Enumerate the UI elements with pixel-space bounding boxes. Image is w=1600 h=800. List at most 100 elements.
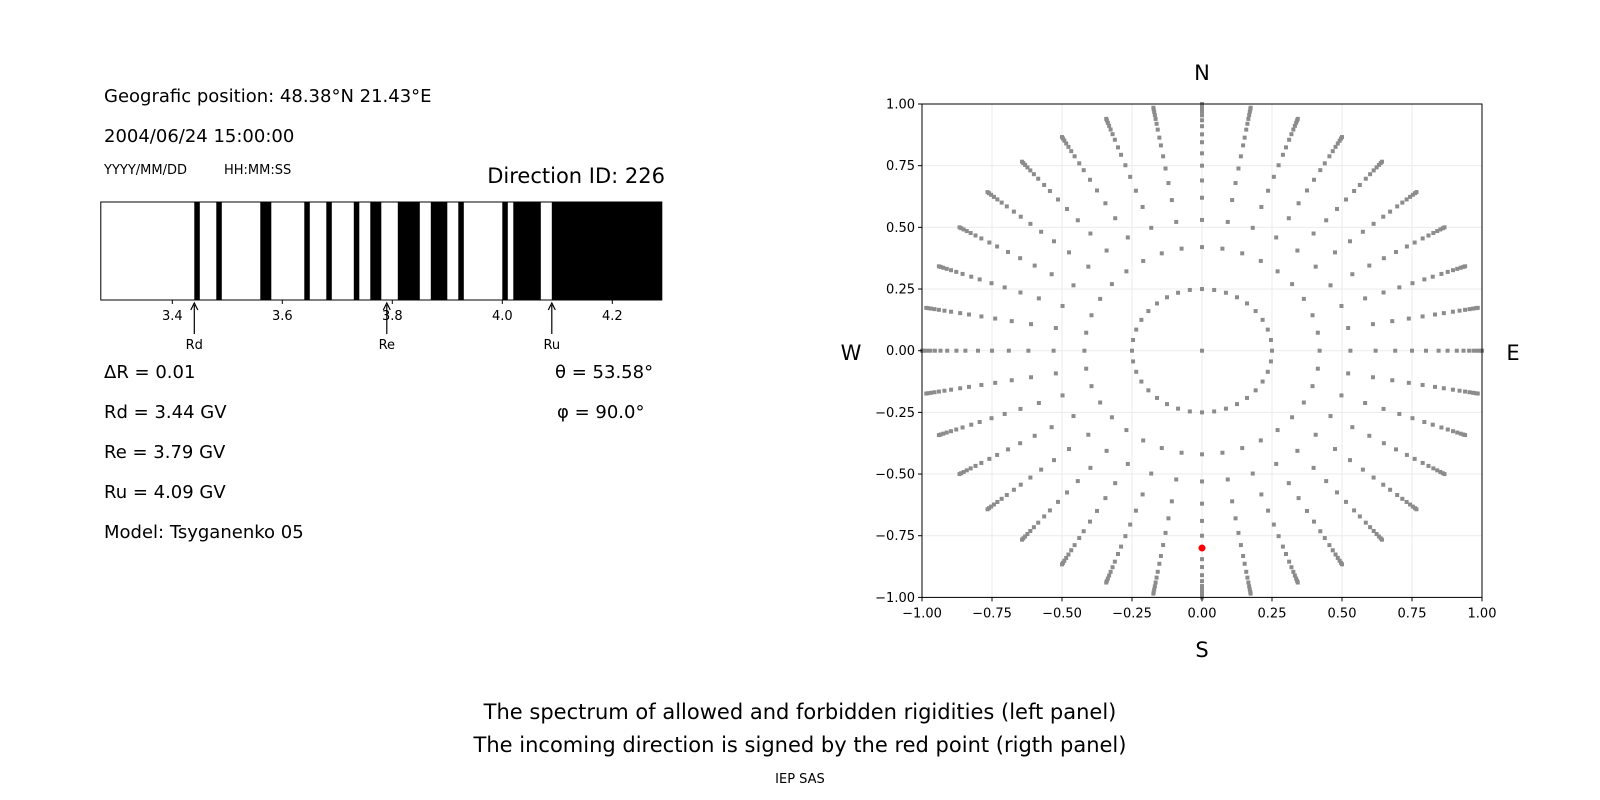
direction-point xyxy=(1155,395,1160,400)
direction-point xyxy=(1060,303,1065,308)
forbidden-band xyxy=(502,202,508,300)
direction-point xyxy=(1463,389,1468,394)
direction-point xyxy=(1463,307,1468,312)
direction-point xyxy=(1060,135,1064,140)
direction-point xyxy=(1381,290,1386,295)
direction-point xyxy=(1152,587,1157,592)
direction-point xyxy=(1159,251,1164,256)
direction-point xyxy=(1032,433,1037,438)
direction-point xyxy=(1165,295,1169,300)
direction-point xyxy=(1089,313,1094,318)
direction-point xyxy=(1441,311,1446,316)
direction-point xyxy=(1200,348,1204,353)
direction-point xyxy=(1410,281,1415,286)
direction-point xyxy=(1414,507,1419,512)
direction-point xyxy=(1393,250,1398,255)
direction-point xyxy=(964,229,969,234)
direction-point xyxy=(969,274,974,279)
direction-point xyxy=(924,305,929,310)
direction-scatter-chart: N S W E −1.00−1.00 −0.75 −0.75 −0.50 −0.50 −0… xyxy=(841,61,1520,662)
direction-point xyxy=(1200,195,1204,200)
direction-point xyxy=(1471,390,1476,395)
direction-point xyxy=(1065,206,1070,211)
direction-point xyxy=(1028,528,1033,533)
direction-point xyxy=(1435,229,1440,234)
direction-point xyxy=(1018,214,1023,219)
direction-point xyxy=(1053,371,1058,376)
direction-point xyxy=(1071,283,1076,288)
direction-point xyxy=(1133,508,1138,513)
direction-point xyxy=(1020,537,1025,542)
direction-point xyxy=(1052,458,1057,463)
direction-point xyxy=(985,190,990,195)
direction-point xyxy=(954,427,959,432)
direction-point xyxy=(1259,492,1264,497)
direction-point xyxy=(1116,552,1121,557)
direction-point xyxy=(1363,176,1368,181)
direction-point xyxy=(1163,530,1168,535)
direction-point xyxy=(1039,229,1044,234)
direction-point xyxy=(1066,144,1071,149)
direction-point xyxy=(1339,303,1344,308)
direction-point xyxy=(1158,143,1163,148)
direction-point xyxy=(1404,244,1409,249)
direction-point xyxy=(954,348,959,353)
direction-point xyxy=(948,429,953,434)
direction-point xyxy=(1348,348,1353,353)
direction-point xyxy=(1295,116,1300,121)
direction-point xyxy=(1296,201,1301,206)
direction-point xyxy=(1248,105,1253,110)
direction-point xyxy=(1322,536,1327,541)
direction-point xyxy=(1295,580,1300,585)
direction-point xyxy=(1072,543,1077,548)
direction-point xyxy=(1004,493,1009,498)
direction-point xyxy=(1430,274,1435,279)
direction-point xyxy=(1451,429,1456,434)
direction-point xyxy=(1062,138,1067,143)
direction-point xyxy=(1140,204,1145,209)
direction-point xyxy=(1049,272,1054,277)
direction-point xyxy=(1330,548,1335,553)
direction-point xyxy=(1200,287,1204,292)
direction-point xyxy=(1247,113,1252,118)
direction-point xyxy=(1395,204,1400,209)
arrow-head-icon xyxy=(547,301,556,311)
direction-point xyxy=(1246,116,1251,121)
direction-point xyxy=(1123,534,1128,539)
direction-point xyxy=(1360,229,1365,234)
direction-point xyxy=(1084,366,1089,371)
direction-point xyxy=(1463,433,1468,438)
direction-point xyxy=(1103,201,1108,206)
direction-point xyxy=(932,348,937,353)
direction-point xyxy=(1248,591,1253,596)
direction-point xyxy=(1086,432,1091,437)
direction-point xyxy=(1397,411,1402,416)
forbidden-band xyxy=(370,202,382,300)
geographic-position: Geografic position: 48.38°N 21.43°E xyxy=(104,86,432,107)
direction-point xyxy=(1271,522,1276,527)
direction-point xyxy=(1381,406,1386,411)
direction-point xyxy=(1036,520,1041,525)
direction-point xyxy=(1283,552,1288,557)
direction-point xyxy=(1313,264,1318,269)
direction-point xyxy=(928,306,933,311)
direction-point xyxy=(1340,562,1344,567)
direction-point xyxy=(1051,348,1056,353)
direction-point xyxy=(1028,475,1033,480)
direction-point xyxy=(1069,548,1074,553)
direction-point xyxy=(1410,416,1415,421)
direction-point xyxy=(1075,479,1080,484)
direction-point xyxy=(941,265,946,270)
direction-point xyxy=(1435,468,1440,473)
direction-point xyxy=(941,431,946,436)
direction-point xyxy=(979,460,984,465)
direction-point xyxy=(1454,348,1459,353)
direction-point xyxy=(932,390,937,395)
direction-point xyxy=(1123,163,1128,168)
direction-point xyxy=(1339,393,1344,398)
direction-point xyxy=(1420,382,1425,387)
direction-point xyxy=(1230,198,1235,203)
direction-point xyxy=(1158,553,1163,558)
direction-point xyxy=(1408,502,1413,507)
direction-point xyxy=(989,281,994,286)
